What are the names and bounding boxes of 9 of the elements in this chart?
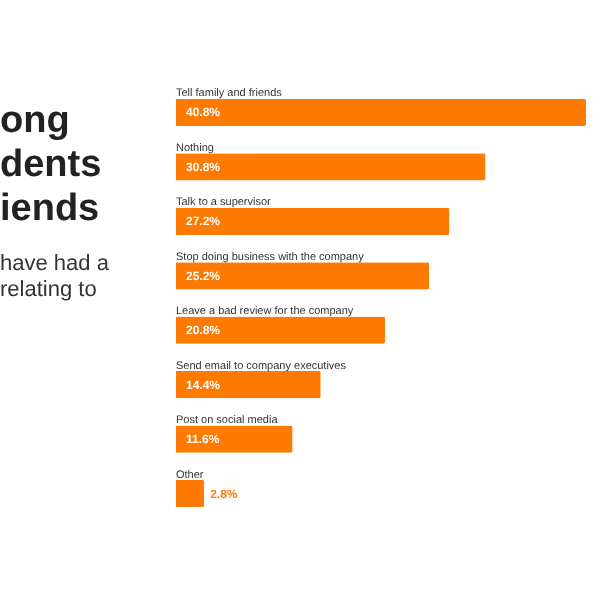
bar bbox=[176, 262, 430, 290]
bar bbox=[176, 98, 586, 127]
bar bbox=[176, 316, 386, 344]
bar bbox=[176, 207, 450, 235]
bar bbox=[176, 479, 205, 508]
text: have had a relating to bbox=[0, 252, 111, 302]
bar bbox=[176, 153, 486, 181]
text: ong dents iends bbox=[0, 100, 102, 230]
bar bbox=[176, 371, 321, 399]
